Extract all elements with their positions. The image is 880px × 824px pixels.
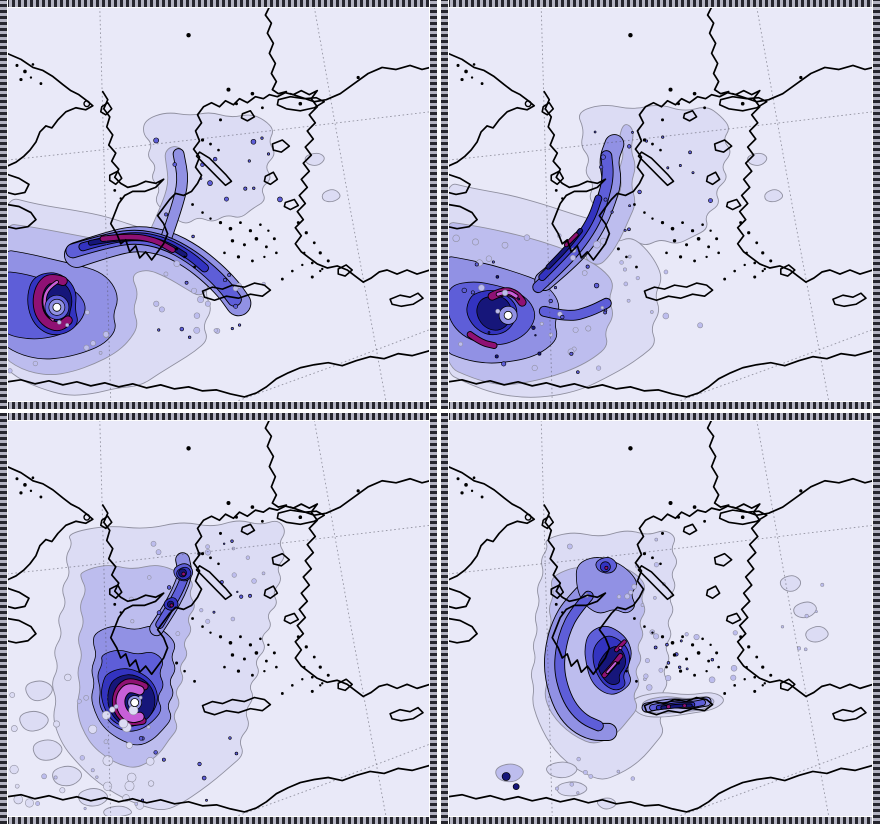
tick-frame-bottom [0,816,437,824]
tick-frame-left [441,0,449,409]
tick-frame-left [0,413,8,824]
map-canvas-bottom-right [448,420,873,817]
tick-frame-bottom [0,401,437,409]
map-canvas-bottom-left [7,420,430,817]
tick-frame-top [0,413,437,421]
tick-frame-top [0,0,437,8]
map-canvas-top-right [448,7,873,402]
tick-frame-right [429,413,437,824]
tick-frame-right [429,0,437,409]
tick-frame-right [872,413,880,824]
tick-frame-left [441,413,449,824]
map-panel-top-right [441,0,880,409]
tick-frame-top [441,0,880,8]
tick-frame-top [441,413,880,421]
map-panel-top-left [0,0,437,409]
tick-frame-left [0,0,8,409]
map-canvas-top-left [7,7,430,402]
tick-frame-bottom [441,816,880,824]
tick-frame-right [872,0,880,409]
tick-frame-bottom [441,401,880,409]
map-panel-bottom-left [0,413,437,824]
map-panel-bottom-right [441,413,880,824]
